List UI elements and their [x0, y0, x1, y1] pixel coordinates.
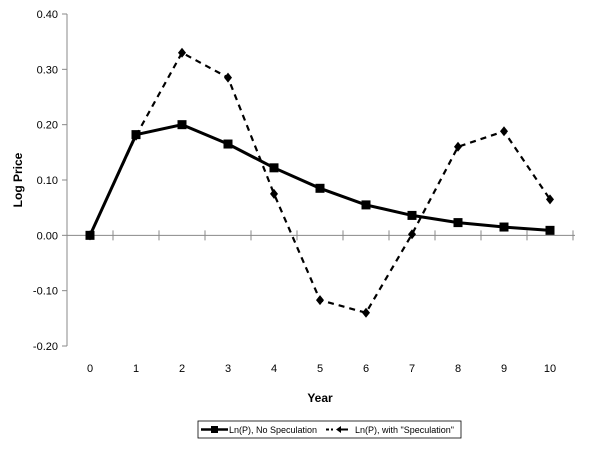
data-point-square [453, 218, 463, 228]
data-point-square [223, 139, 233, 149]
x-axis-label: Year [307, 391, 333, 405]
x-tick-label: 5 [317, 363, 323, 375]
data-point-square [361, 200, 371, 210]
legend-label-no-speculation: Ln(P), No Speculation [229, 425, 317, 435]
data-point-diamond [178, 47, 186, 58]
y-tick-label: 0.20 [37, 120, 58, 132]
data-point-square [545, 225, 555, 235]
x-tick-label: 4 [271, 363, 277, 375]
x-tick-label: 9 [501, 363, 507, 375]
series-line-with-speculation [89, 51, 551, 315]
data-point-diamond [454, 141, 462, 152]
y-tick-label: 0.00 [37, 230, 58, 242]
data-point-square [407, 210, 417, 220]
legend-label-with-speculation: Ln(P), with "Speculation" [355, 425, 454, 435]
data-point-diamond [500, 126, 508, 137]
data-point-square [315, 183, 325, 193]
data-point-diamond [408, 229, 416, 240]
y-tick-label: -0.10 [33, 286, 58, 298]
x-tick-label: 2 [179, 363, 185, 375]
data-point-diamond [546, 194, 554, 205]
x-tick-label: 3 [225, 363, 231, 375]
data-point-diamond [132, 130, 140, 141]
x-tick-label: 7 [409, 363, 415, 375]
series-line-no-speculation [88, 123, 551, 236]
data-point-diamond [86, 230, 94, 241]
data-point-diamond [362, 307, 370, 318]
x-tick-label: 0 [87, 363, 93, 375]
x-tick-label: 10 [544, 363, 556, 375]
legend: Ln(P), No Speculation Ln(P), with "Specu… [197, 420, 462, 439]
y-tick-label: 0.30 [37, 64, 58, 76]
data-point-diamond [270, 188, 278, 199]
data-point-square [177, 120, 187, 130]
x-tick-label: 8 [455, 363, 461, 375]
data-point-diamond [316, 295, 324, 306]
legend-marker-diamond [336, 426, 348, 433]
y-tick-label: -0.20 [33, 341, 58, 353]
data-point-square [499, 222, 509, 232]
data-point-diamond [224, 72, 232, 83]
x-tick-label: 1 [133, 363, 139, 375]
y-tick-label: 0.40 [37, 9, 58, 21]
data-point-square [269, 163, 279, 173]
x-tick-label: 6 [363, 363, 369, 375]
y-axis-label: Log Price [11, 152, 25, 207]
y-tick-label: 0.10 [37, 175, 58, 187]
legend-marker-square [211, 426, 218, 433]
